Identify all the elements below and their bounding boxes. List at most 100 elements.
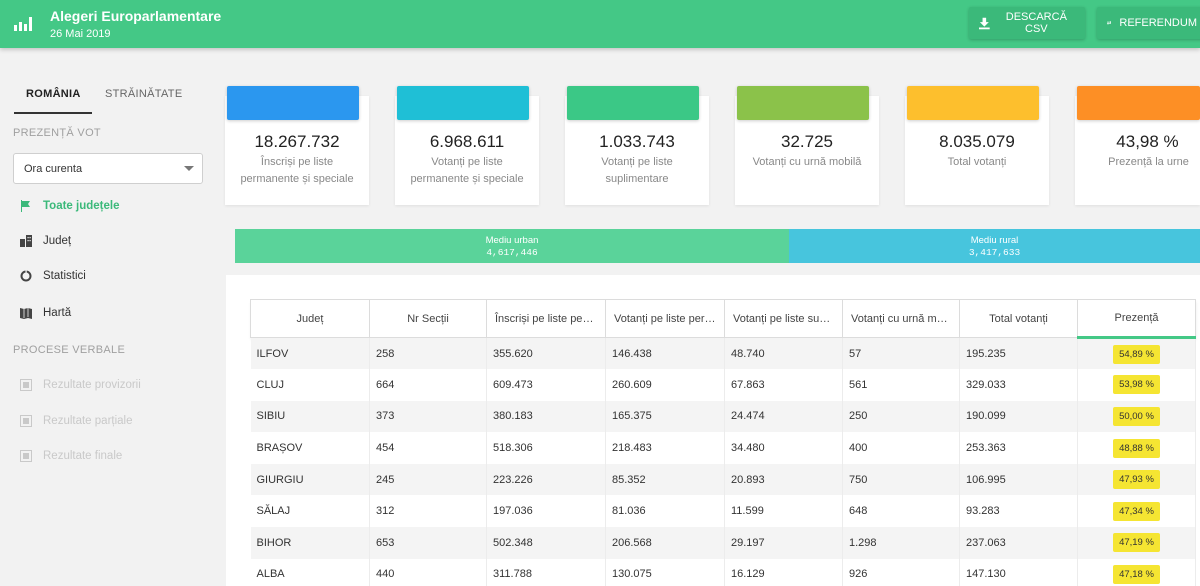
document-icon [20,415,32,427]
tab-romania[interactable]: ROMÂNIA [26,88,81,100]
turnout-badge: 50,00 % [1113,406,1160,426]
nav-item-label: Rezultate finale [43,450,123,462]
table-cell: ALBA [250,558,370,586]
table-cell: 218.483 [605,432,725,464]
turnout-badge: 47,18 % [1113,564,1160,584]
election-date: 26 Mai 2019 [50,28,111,40]
card-value: 32.725 [781,132,833,151]
column-header[interactable]: Județ [250,299,370,338]
card-label: Prezență la urne [1108,156,1189,168]
table-cell: 926 [842,558,960,586]
column-header[interactable]: Înscriși pe liste permanente și speciale [486,299,606,338]
table-cell: 24.474 [724,400,843,433]
nav-item-final-results[interactable]: Rezultate finale [20,447,122,465]
download-csv-button[interactable]: DESCARCĂ CSV [969,7,1085,39]
nav-item-county[interactable]: Județ [20,232,71,250]
table-cell: 454 [369,432,487,464]
document-icon [20,450,32,462]
table-cell: 197.036 [486,495,606,528]
column-header[interactable]: Nr Secții [369,299,487,338]
table-cell: 237.063 [959,527,1078,559]
table-row[interactable]: SIBIU 373 380.183 165.375 24.474 250 190.099 50… [250,400,1196,433]
rural-label: Mediu rural [970,235,1019,246]
table-row[interactable]: BIHOR 653 502.348 206.568 29.197 1.298 237.063… [250,527,1196,559]
swap-arrows-icon [1107,20,1112,25]
table-cell: 609.473 [486,369,606,401]
nav-item-partial-results[interactable]: Rezultate parțiale [20,412,133,430]
table-cell: 67.863 [724,369,843,401]
app-title: Alegeri Europarlamentare [50,8,222,24]
chevron-down-icon [184,166,194,171]
table-cell: SĂLAJ [250,495,370,528]
table-cell: 380.183 [486,400,606,433]
table-cell: 165.375 [605,400,725,433]
card-color-bar [567,86,699,120]
hour-select[interactable]: Ora curenta [13,153,203,184]
document-icon [20,379,32,391]
referendum-button[interactable]: REFERENDUM [1097,7,1200,39]
column-header[interactable]: Prezență [1077,299,1196,339]
nav-item-map[interactable]: Hartă [20,304,71,322]
table-cell: 312 [369,495,487,528]
table-cell: 48,88 % [1077,432,1196,464]
nav-item-all-counties[interactable]: Toate județele [20,197,119,215]
column-header[interactable]: Votanți cu urnă mobilă [842,299,960,338]
table-cell: 34.480 [724,432,843,464]
turnout-badge: 47,93 % [1113,470,1160,490]
urban-value: 4,617,446 [486,247,538,258]
card-color-bar [907,86,1039,120]
table-cell: 147.130 [959,558,1078,586]
stat-card-registered: 18.267.732 Înscriși pe liste permanente … [225,86,369,205]
nav-item-label: Hartă [43,307,72,319]
table-cell: 50,00 % [1077,400,1196,433]
table-row[interactable]: ILFOV 258 355.620 146.438 48.740 57 195.235 54,… [250,337,1196,370]
rural-segment: Mediu rural 3,417,633 [789,229,1200,263]
table-cell: 48.740 [724,337,843,370]
nav-item-provisional-results[interactable]: Rezultate provizorii [20,376,141,394]
stat-card-voters-supplementary: 1.033.743 Votanți pe liste suplimentare [565,86,709,205]
table-cell: 130.075 [605,558,725,586]
table-cell: 47,34 % [1077,495,1196,528]
table-row[interactable]: GIURGIU 245 223.226 85.352 20.893 750 106.995 4… [250,463,1196,496]
card-color-bar [397,86,529,120]
table-cell: 311.788 [486,558,606,586]
table-cell: 440 [369,558,487,586]
table-row[interactable]: CLUJ 664 609.473 260.609 67.863 561 329.033 53,… [250,369,1196,401]
card-color-bar [737,86,869,120]
nav-item-statistics[interactable]: Statistici [20,267,86,285]
turnout-badge: 47,19 % [1113,533,1160,553]
card-value: 43,98 % [1116,132,1179,151]
table-cell: 195.235 [959,337,1078,370]
table-row[interactable]: SĂLAJ 312 197.036 81.036 11.599 648 93.283 47,3… [250,495,1196,528]
table-cell: 253.363 [959,432,1078,464]
table-cell: 518.306 [486,432,606,464]
table-cell: 355.620 [486,337,606,370]
table-cell: 250 [842,400,960,433]
nav-item-label: Rezultate provizorii [43,379,141,391]
turnout-badge: 47,34 % [1113,501,1160,521]
table-cell: 47,19 % [1077,527,1196,559]
table-row[interactable]: ALBA 440 311.788 130.075 16.129 926 147.130 47,… [250,558,1196,586]
active-tab-indicator [14,112,92,114]
table-cell: 648 [842,495,960,528]
table-cell: 329.033 [959,369,1078,401]
table-cell: 373 [369,400,487,433]
table-cell: BIHOR [250,527,370,559]
column-header[interactable]: Votanți pe liste permanente și speciale [605,299,725,338]
table-cell: 245 [369,463,487,496]
turnout-badge: 53,98 % [1113,375,1160,395]
stat-card-voters-mobile: 32.725 Votanți cu urnă mobilă [735,86,879,205]
table-cell: 20.893 [724,463,843,496]
download-csv-label: DESCARCĂ CSV [1005,11,1067,35]
column-header[interactable]: Votanți pe liste suplimentare [724,299,843,338]
nav-item-label: Statistici [43,270,86,282]
turnout-badge: 54,89 % [1113,344,1160,364]
section-label-pv: PROCESE VERBALE [13,344,126,356]
card-label: Votanți pe liste suplimentare [601,156,673,185]
table-row[interactable]: BRAȘOV 454 518.306 218.483 34.480 400 253.363 4… [250,432,1196,464]
table-cell: GIURGIU [250,463,370,496]
column-header[interactable]: Total votanți [959,299,1078,338]
tab-strainatate[interactable]: STRĂINĂTATE [105,88,183,100]
table-cell: BRAȘOV [250,432,370,464]
